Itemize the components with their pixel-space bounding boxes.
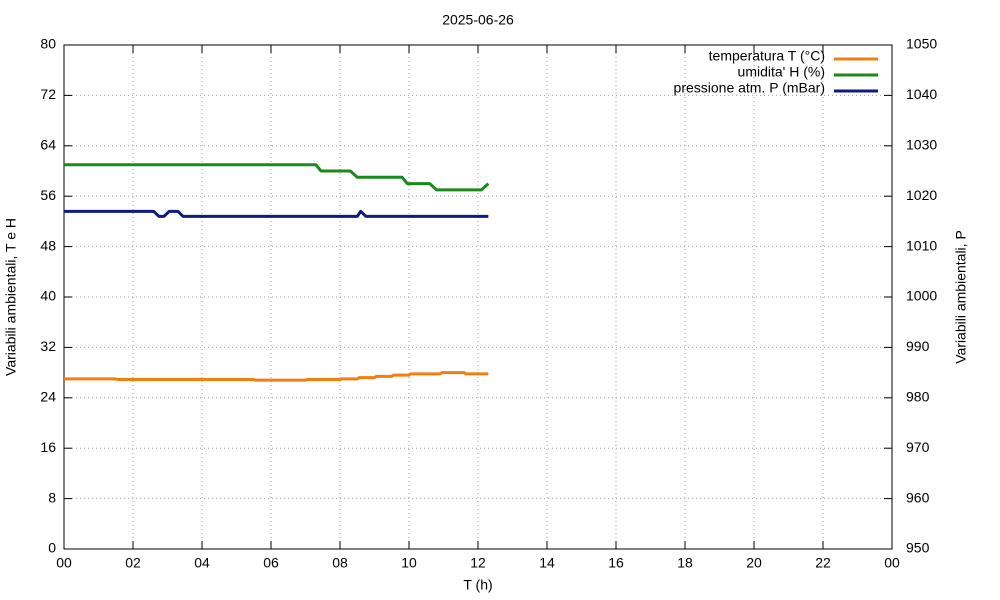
x-tick-label: 18	[677, 555, 693, 571]
y2-axis-label: Variabili ambientali, P	[953, 230, 969, 364]
series-line	[64, 163, 490, 192]
y2-tick-label: 1010	[906, 237, 937, 253]
series-line	[64, 371, 489, 382]
y2-tick-label: 1020	[906, 187, 937, 203]
y-axis-label: Variabili ambientali, T e H	[3, 218, 19, 376]
y2-tick-label: 950	[906, 540, 930, 556]
y-tick-label: 40	[40, 288, 56, 304]
y2-tick-label: 990	[906, 338, 930, 354]
y2-tick-label: 970	[906, 439, 930, 455]
chart-title: 2025-06-26	[442, 12, 514, 28]
y2-tick-label: 1030	[906, 137, 937, 153]
y2-tick-label: 1050	[906, 36, 937, 52]
plot-frame	[63, 44, 893, 550]
y-tick-label: 8	[48, 489, 56, 505]
x-tick-label: 14	[539, 555, 555, 571]
y2-tick-label: 980	[906, 389, 930, 405]
legend-label: umidita' H (%)	[738, 64, 825, 80]
x-tick-label: 04	[194, 555, 210, 571]
x-tick-label: 02	[125, 555, 141, 571]
x-tick-label: 10	[401, 555, 417, 571]
y-tick-label: 80	[40, 36, 56, 52]
y-tick-label: 56	[40, 187, 56, 203]
x-tick-label: 16	[608, 555, 624, 571]
x-tick-label: 00	[56, 555, 72, 571]
y2-tick-label: 960	[906, 489, 930, 505]
x-tick-label: 12	[470, 555, 486, 571]
x-tick-label: 22	[815, 555, 831, 571]
y-tick-label: 24	[40, 389, 56, 405]
y-tick-label: 48	[40, 237, 56, 253]
legend-label: temperatura T (°C)	[709, 48, 825, 64]
y-tick-label: 64	[40, 137, 56, 153]
x-tick-label: 00	[884, 555, 900, 571]
x-tick-label: 08	[332, 555, 348, 571]
x-tick-label: 20	[746, 555, 762, 571]
series-line	[64, 209, 489, 218]
y2-tick-label: 1000	[906, 288, 937, 304]
x-tick-label: 06	[263, 555, 279, 571]
y-tick-label: 0	[48, 540, 56, 556]
x-axis-label: T (h)	[463, 577, 492, 593]
y-tick-label: 72	[40, 86, 56, 102]
legend-label: pressione atm. P (mBar)	[674, 80, 825, 96]
y2-tick-label: 1040	[906, 86, 937, 102]
y-tick-label: 32	[40, 338, 56, 354]
y-tick-label: 16	[40, 439, 56, 455]
